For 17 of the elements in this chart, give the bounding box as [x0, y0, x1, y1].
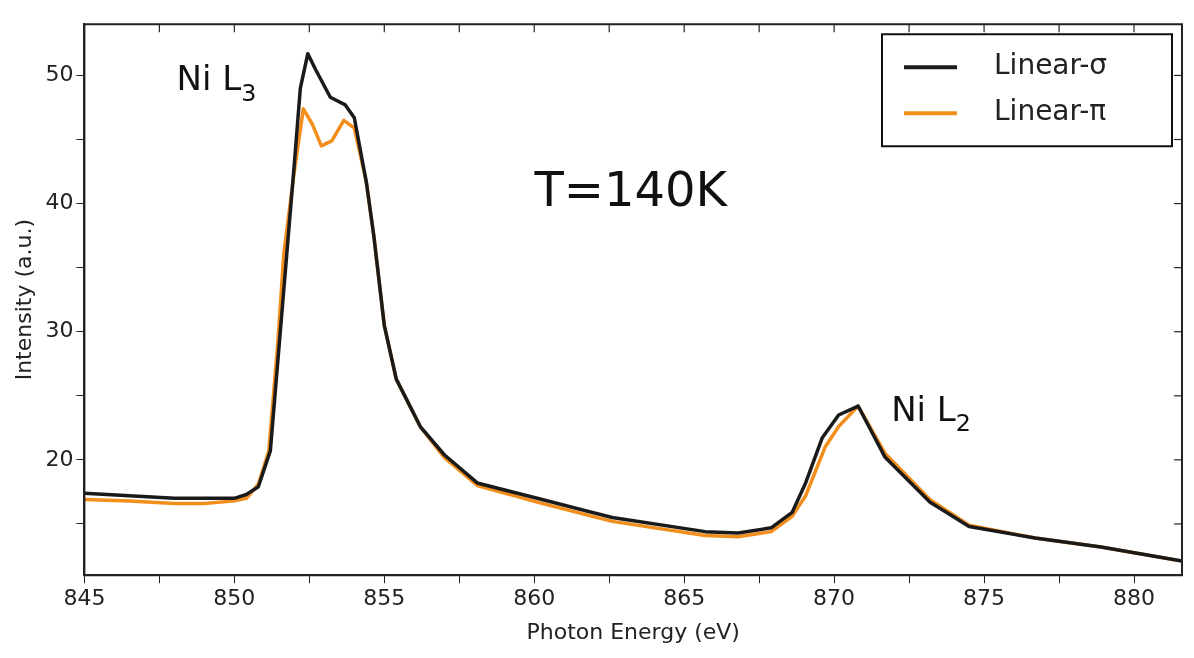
x-tick-label: 845	[63, 585, 106, 611]
x-axis-title: Photon Energy (eV)	[526, 618, 740, 644]
x-tick-label: 875	[963, 585, 1006, 611]
legend-label: Linear-σ	[994, 48, 1108, 82]
y-tick-label: 20	[45, 445, 74, 471]
x-tick-label: 880	[1113, 585, 1156, 611]
x-tick-label: 865	[663, 585, 706, 611]
x-tick-label: 870	[813, 585, 856, 611]
legend-label: Linear-π	[994, 94, 1107, 128]
x-tick-label: 850	[213, 585, 256, 611]
y-tick-label: 40	[45, 189, 74, 215]
y-tick-label: 30	[45, 317, 74, 343]
annotation: T=140K	[533, 161, 729, 218]
x-tick-label: 855	[363, 585, 406, 611]
y-tick-label: 50	[45, 61, 74, 87]
x-tick-label: 860	[513, 585, 556, 611]
y-axis-title: Intensity (a.u.)	[10, 219, 36, 381]
